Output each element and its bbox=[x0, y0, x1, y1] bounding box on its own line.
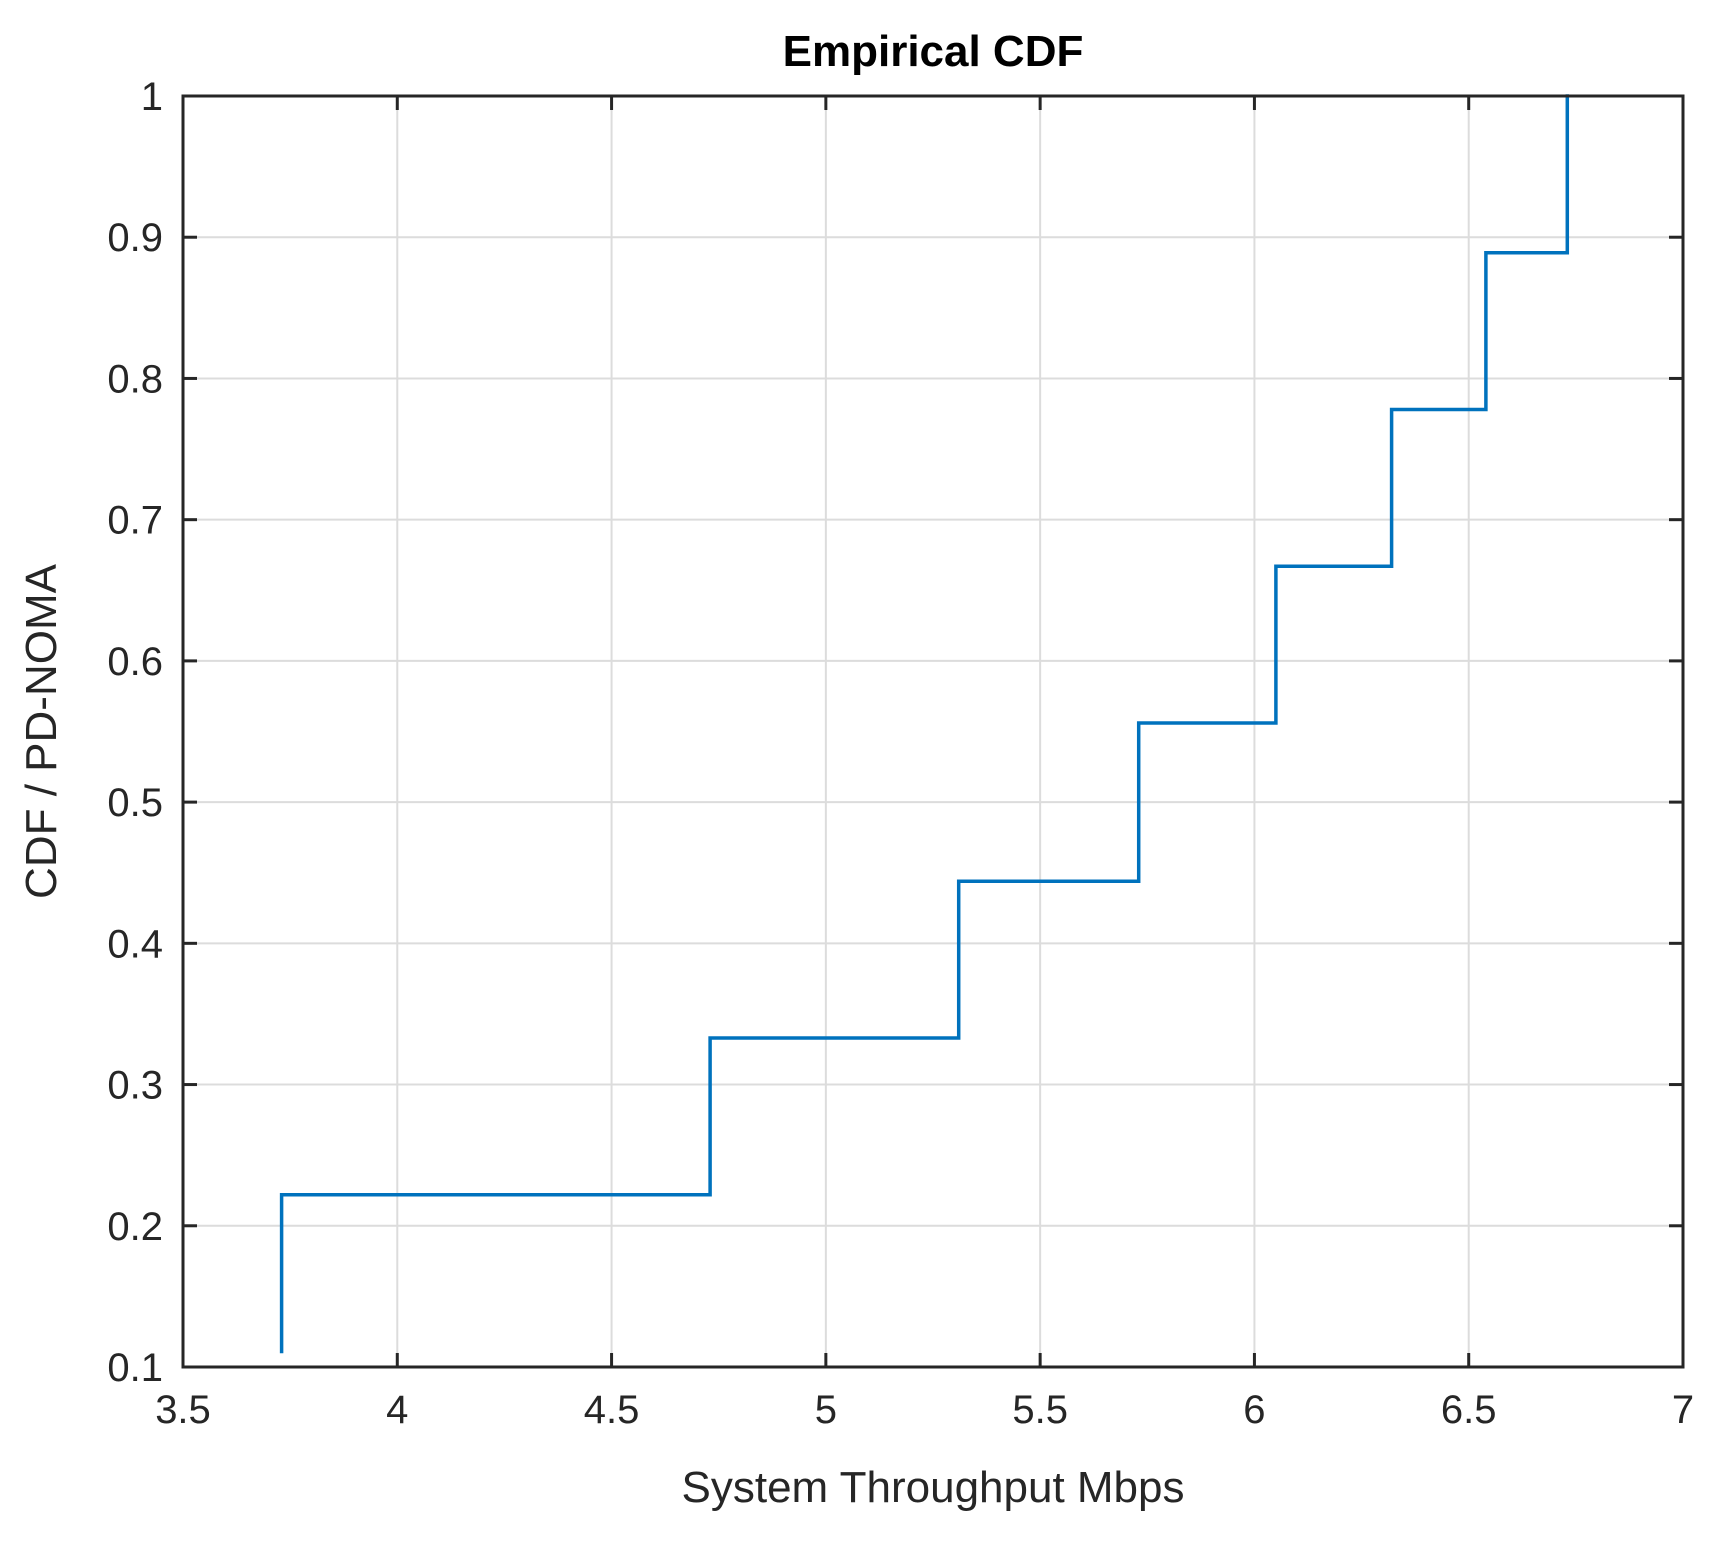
data-series bbox=[279, 94, 1570, 1354]
x-tick-label: 6.5 bbox=[1441, 1388, 1497, 1432]
y-tick-label: 0.3 bbox=[107, 1064, 163, 1108]
chart-title: Empirical CDF bbox=[783, 27, 1084, 76]
x-tick-label: 5.5 bbox=[1012, 1388, 1068, 1432]
y-tick-labels: 0.1 0.2 0.3 0.4 0.5 0.6 0.7 0.8 0.9 1 bbox=[107, 75, 163, 1390]
y-tick-label: 0.8 bbox=[107, 357, 163, 401]
y-tick-label: 0.7 bbox=[107, 499, 163, 543]
y-axis-title: CDF / PD-NOMA bbox=[17, 563, 66, 899]
x-tick-labels: 3.5 4 4.5 5 5.5 6 6.5 7 bbox=[155, 1388, 1694, 1432]
axes-frame bbox=[181, 94, 1685, 1369]
y-tick-label: 1 bbox=[141, 75, 163, 119]
y-tick-label: 0.2 bbox=[107, 1205, 163, 1249]
y-tick-label: 0.6 bbox=[107, 640, 163, 684]
x-tick-label: 5 bbox=[815, 1388, 837, 1432]
x-tick-label: 4.5 bbox=[584, 1388, 640, 1432]
tick-marks bbox=[181, 94, 1685, 1369]
cdf-series-line bbox=[279, 94, 1570, 1354]
y-tick-label: 0.1 bbox=[107, 1346, 163, 1390]
y-tick-label: 0.4 bbox=[107, 922, 163, 966]
x-tick-label: 6 bbox=[1243, 1388, 1265, 1432]
x-axis-title: System Throughput Mbps bbox=[682, 1463, 1185, 1512]
y-tick-label: 0.5 bbox=[107, 781, 163, 825]
y-tick-label: 0.9 bbox=[107, 216, 163, 260]
grid bbox=[183, 96, 1683, 1367]
x-tick-label: 7 bbox=[1672, 1388, 1694, 1432]
x-tick-label: 3.5 bbox=[155, 1388, 211, 1432]
x-tick-label: 4 bbox=[386, 1388, 408, 1432]
